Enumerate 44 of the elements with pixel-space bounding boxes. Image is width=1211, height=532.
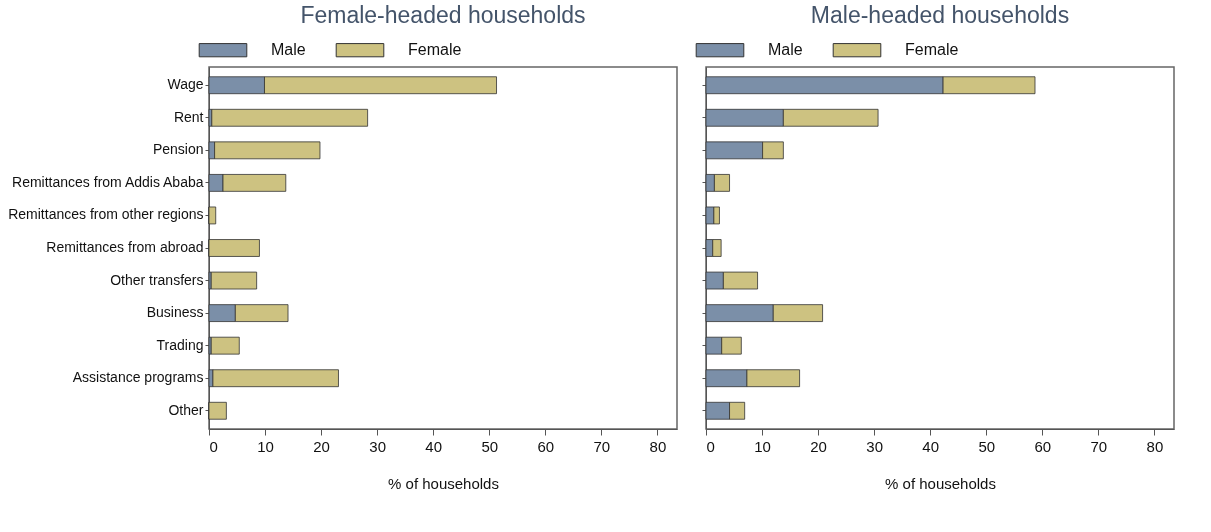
x-tick-label: 60 bbox=[537, 437, 555, 455]
bar bbox=[210, 271, 258, 290]
x-tick-label: 70 bbox=[1090, 437, 1108, 455]
x-tick-label: 40 bbox=[425, 437, 443, 455]
x-axis-title: % of households bbox=[388, 474, 499, 492]
x-tick-label: 50 bbox=[978, 437, 996, 455]
bar bbox=[208, 239, 260, 257]
legend-label: Female bbox=[408, 41, 462, 59]
y-tick-label: Rent bbox=[173, 108, 204, 125]
x-tick-label: 80 bbox=[649, 437, 667, 455]
bar bbox=[208, 206, 217, 225]
x-tick-label: 30 bbox=[369, 437, 386, 455]
legend-label: Male bbox=[768, 41, 803, 59]
x-tick-label: 70 bbox=[593, 437, 611, 455]
bar bbox=[208, 401, 227, 420]
bar bbox=[210, 336, 240, 355]
x-tick-label: 80 bbox=[1146, 437, 1164, 455]
x-tick-label: 0 bbox=[706, 437, 715, 455]
y-tick-label: Other transfers bbox=[110, 271, 204, 288]
x-tick-label: 30 bbox=[866, 437, 883, 455]
x-tick-label: 20 bbox=[313, 437, 330, 455]
x-tick-label: 0 bbox=[209, 437, 218, 455]
legend-label: Male bbox=[271, 41, 306, 59]
bar bbox=[212, 369, 339, 388]
x-tick-label: 60 bbox=[1034, 437, 1052, 455]
legend-label: Female bbox=[905, 41, 959, 59]
x-tick-label: 50 bbox=[481, 437, 499, 455]
y-tick-label: Remittances from abroad bbox=[46, 239, 204, 255]
y-tick-label: Business bbox=[146, 304, 204, 321]
y-tick-label: Assistance programs bbox=[72, 369, 204, 386]
y-tick-label: Wage bbox=[167, 76, 204, 93]
bar bbox=[211, 108, 369, 127]
y-tick-label: Pension bbox=[152, 141, 204, 158]
x-axis-title: % of households bbox=[885, 474, 996, 492]
x-tick-label: 10 bbox=[754, 437, 771, 455]
x-tick-label: 40 bbox=[922, 437, 940, 455]
y-tick-label: Remittances from other regions bbox=[8, 206, 204, 223]
x-tick-label: 20 bbox=[810, 437, 827, 455]
y-tick-label: Remittances from Addis Ababa bbox=[12, 173, 204, 190]
y-tick-label: Trading bbox=[156, 336, 204, 353]
chart-title: Female-headed households bbox=[300, 2, 586, 28]
x-tick-label: 10 bbox=[257, 437, 274, 455]
chart-title: Male-headed households bbox=[810, 2, 1070, 28]
y-tick-label: Other bbox=[168, 401, 204, 418]
